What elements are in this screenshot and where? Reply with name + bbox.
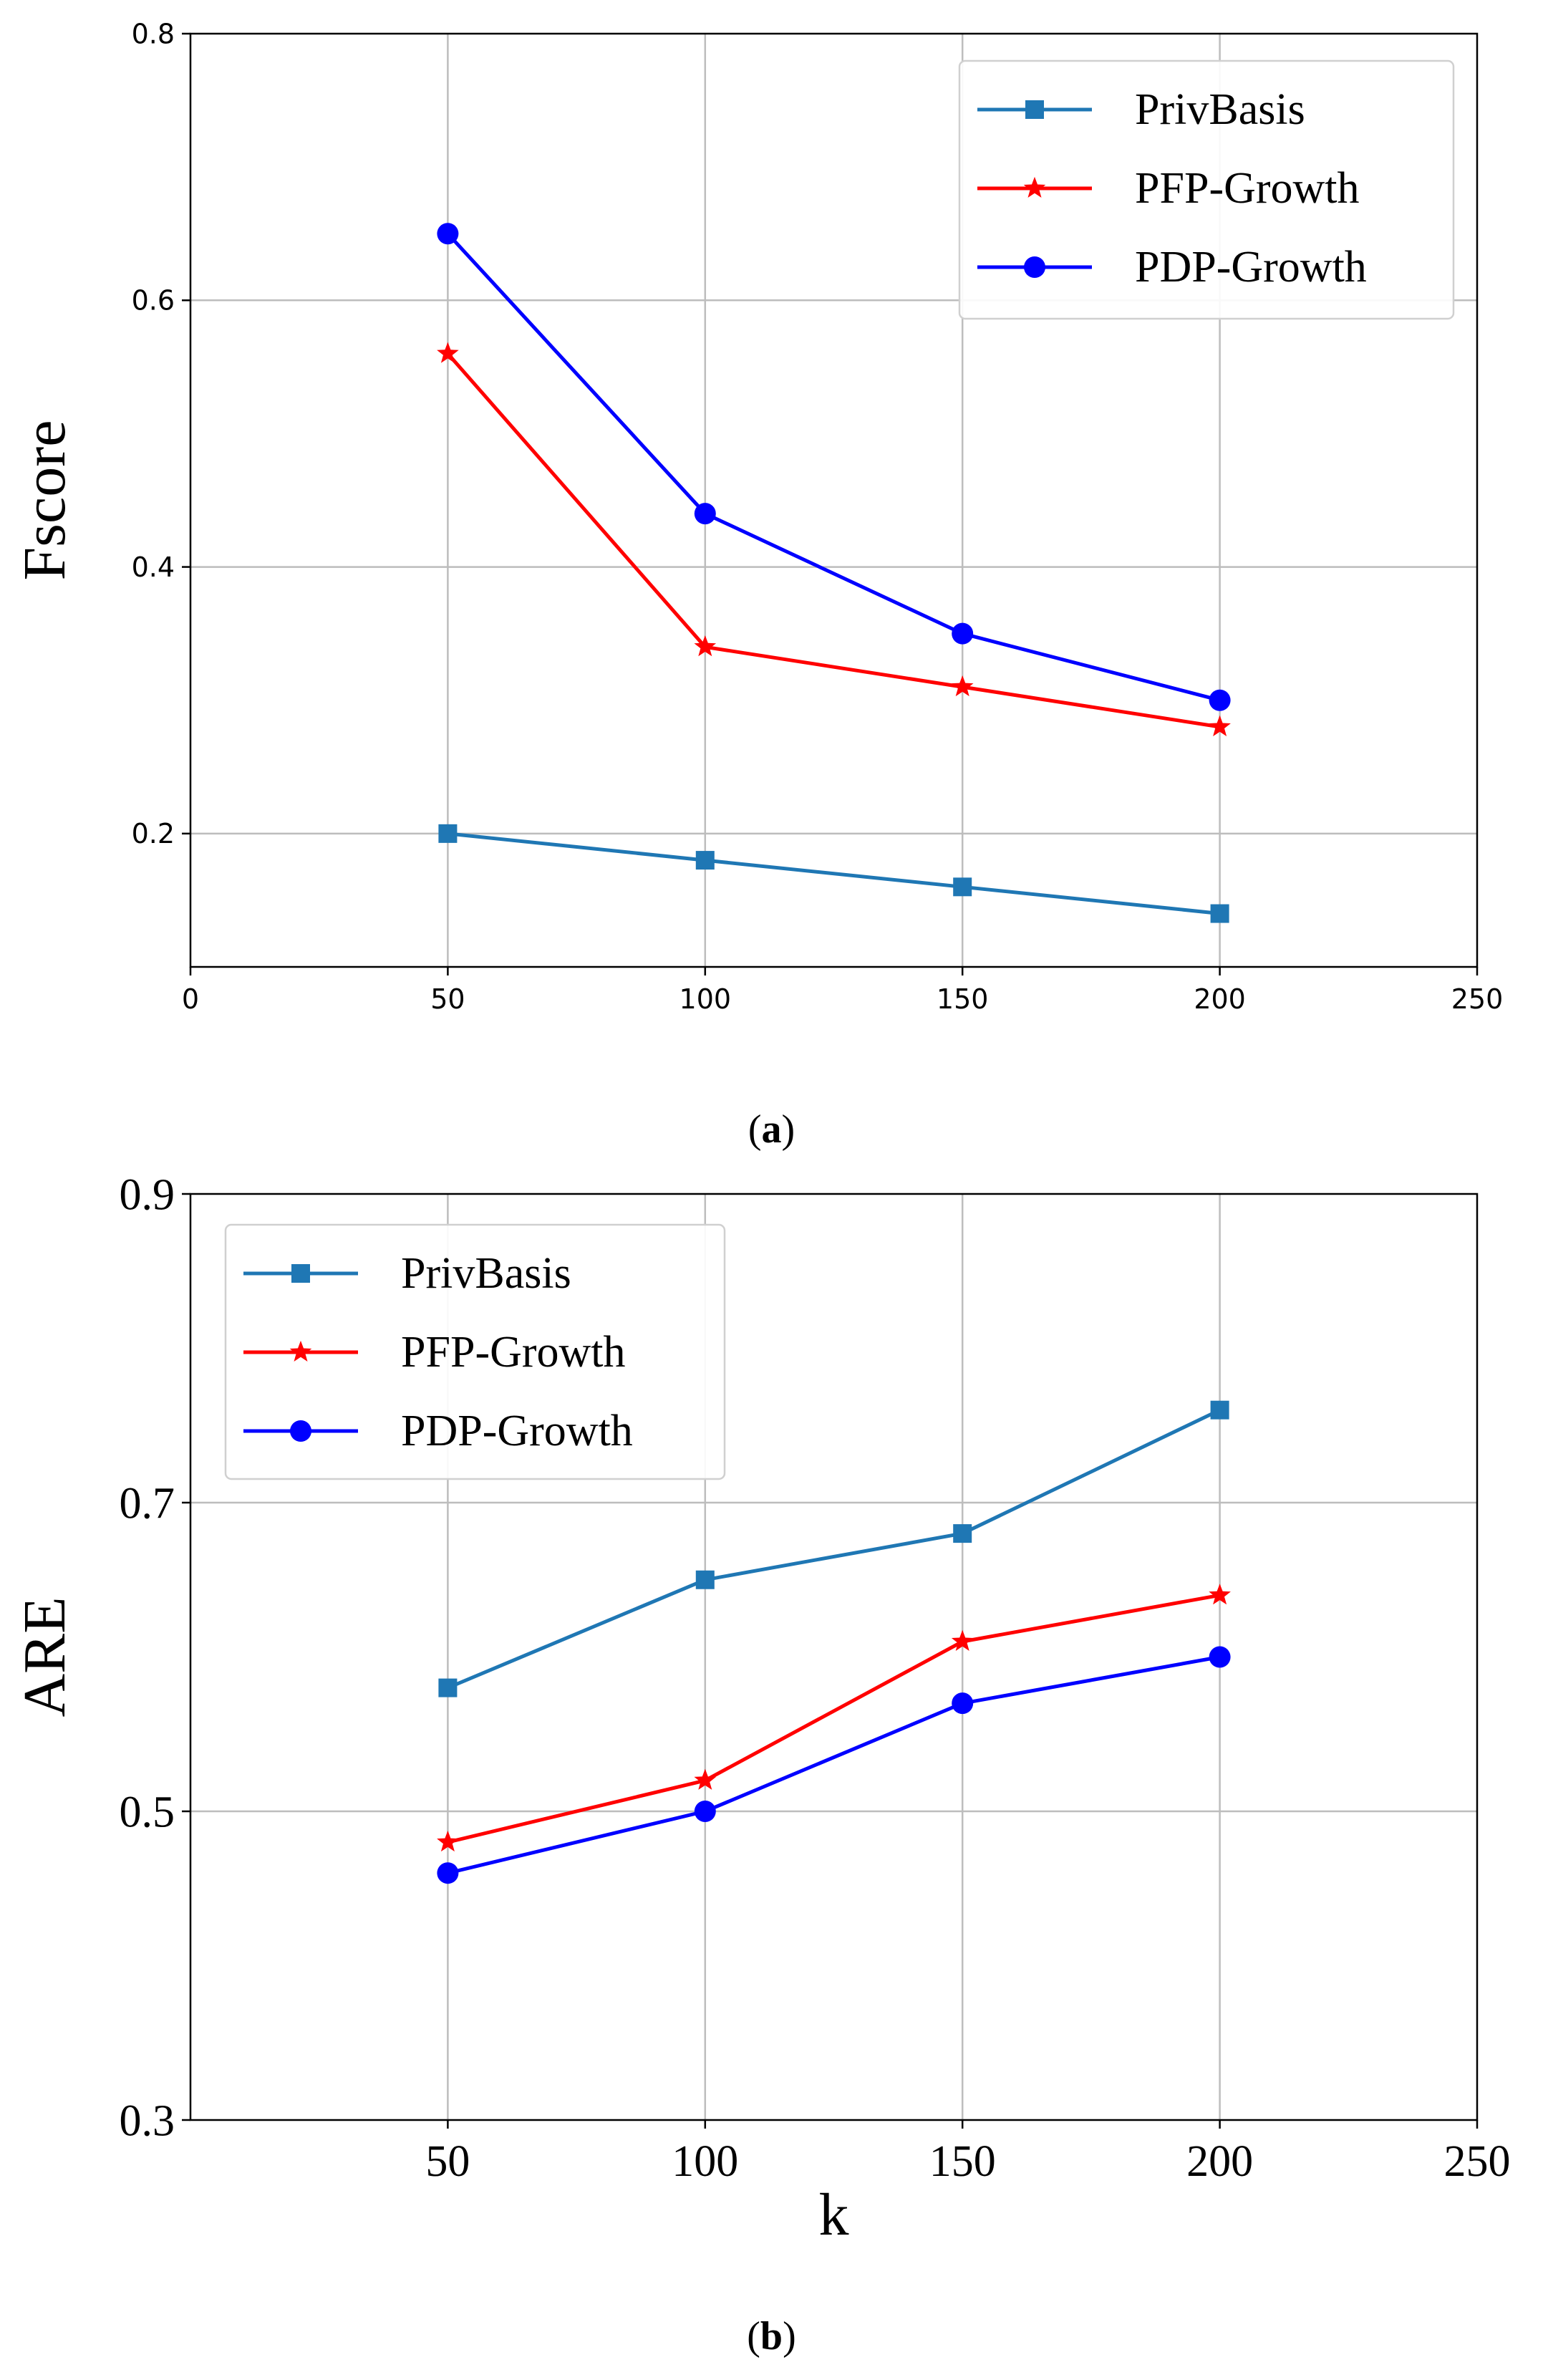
chart-b-series-2-line bbox=[447, 1655, 1221, 1875]
chart-a-series-1-line bbox=[446, 352, 1220, 729]
chart-a-legend-label-1: PFP-Growth bbox=[1135, 164, 1360, 213]
chart-a-xtick-label-5: 250 bbox=[1451, 983, 1504, 1015]
chart-b-series-2-point-1 bbox=[694, 1801, 716, 1822]
chart-a-ytick-label-3: 0.8 bbox=[132, 18, 175, 49]
chart-a-series-2-line bbox=[446, 232, 1221, 703]
chart-a-ytick-label-1: 0.4 bbox=[132, 551, 175, 583]
chart-a-series-2-point-1 bbox=[694, 503, 716, 525]
chart-a-xtick-label-3: 150 bbox=[937, 983, 989, 1015]
chart-b-series-0-point-2 bbox=[953, 1524, 972, 1543]
chart-a-legend: PrivBasis PFP-Growth PDP-Growth bbox=[958, 59, 1455, 320]
chart-a-series-1-point-1 bbox=[694, 635, 717, 657]
chart-b-ytick-label-2: 0.7 bbox=[120, 1480, 175, 1528]
chart-a-series-2 bbox=[437, 223, 1231, 711]
chart-a-ytick-label-2: 0.6 bbox=[132, 285, 175, 317]
caption-a-letter: a bbox=[761, 1107, 782, 1152]
chart-b-legend-label-1: PFP-Growth bbox=[401, 1328, 626, 1377]
caption-b-letter: b bbox=[760, 2314, 783, 2359]
chart-b-legend-label-0: PrivBasis bbox=[401, 1249, 571, 1298]
chart-a-series-1-point-2 bbox=[951, 675, 974, 697]
caption-b-open: ( bbox=[747, 2314, 760, 2359]
chart-b-legend-marker-0 bbox=[291, 1264, 310, 1283]
chart-b-legend-label-2: PDP-Growth bbox=[401, 1407, 633, 1455]
chart-a-xtick-label-4: 200 bbox=[1194, 983, 1246, 1015]
chart-a-ylabel: Fscore bbox=[11, 420, 78, 581]
chart-a-series-2-point-3 bbox=[1209, 689, 1231, 711]
chart-b-legend-marker-2 bbox=[290, 1420, 311, 1442]
chart-a-xtick-label-2: 100 bbox=[679, 983, 732, 1015]
chart-b-xlabel: k bbox=[819, 2182, 849, 2248]
chart-b-xtick-label-2: 150 bbox=[929, 2137, 996, 2186]
chart-b-xtick-label-0: 50 bbox=[425, 2137, 470, 2186]
chart-b-xtick-label-4: 250 bbox=[1444, 2137, 1511, 2186]
caption-b: (b) bbox=[0, 2313, 1543, 2359]
chart-a-series-1 bbox=[437, 342, 1231, 736]
chart-b-axes-frame bbox=[189, 1193, 1479, 2121]
chart-b-series-1 bbox=[437, 1584, 1231, 1852]
chart-b-series-1-point-2 bbox=[951, 1629, 974, 1651]
caption-a-open: ( bbox=[748, 1107, 762, 1152]
chart-a-series-2-point-2 bbox=[952, 622, 974, 645]
chart-b-legend-marker-1 bbox=[289, 1340, 312, 1362]
chart-b-series-2 bbox=[437, 1646, 1231, 1884]
chart-a-xtick-label-0: 0 bbox=[182, 983, 199, 1015]
chart-b-series-0-point-0 bbox=[438, 1678, 458, 1697]
caption-a-close: ) bbox=[781, 1107, 795, 1152]
chart-a-series-0-point-1 bbox=[695, 851, 715, 870]
caption-a: (a) bbox=[0, 1107, 1543, 1152]
chart-a-legend-label-2: PDP-Growth bbox=[1135, 243, 1367, 292]
chart-b-ytick-label-1: 0.5 bbox=[120, 1788, 175, 1837]
chart-b-xtick-label-1: 100 bbox=[672, 2137, 738, 2186]
chart-b-series-0-point-1 bbox=[695, 1570, 715, 1589]
chart-a-series-1-point-0 bbox=[437, 342, 459, 363]
chart-b-ytick-label-0: 0.3 bbox=[120, 2097, 175, 2146]
chart-a-series-0 bbox=[438, 824, 1229, 923]
chart-b-legend: PrivBasis PFP-Growth PDP-Growth bbox=[224, 1223, 726, 1480]
chart-b-series-1-line bbox=[447, 1593, 1221, 1844]
chart-a-series-1-point-3 bbox=[1209, 715, 1231, 736]
chart-a-legend-box bbox=[958, 59, 1455, 320]
chart-b-ylabel: ARE bbox=[11, 1597, 78, 1717]
chart-a-ytick-label-0: 0.2 bbox=[132, 818, 175, 849]
chart-b-xtick-label-3: 200 bbox=[1186, 2137, 1253, 2186]
caption-b-close: ) bbox=[783, 2314, 796, 2359]
chart-a-legend-marker-0 bbox=[1025, 100, 1044, 119]
chart-a-series-0-point-0 bbox=[438, 824, 458, 843]
chart-b-series-0 bbox=[438, 1400, 1229, 1697]
chart-a: 0501001502002500.20.40.60.8kFscorePrivBa… bbox=[11, 18, 1504, 1015]
chart-b-series-0-point-3 bbox=[1210, 1400, 1229, 1420]
chart-b-series-1-point-3 bbox=[1209, 1584, 1231, 1605]
chart-a-xtick-label-1: 50 bbox=[430, 983, 465, 1015]
chart-a-legend-label-0: PrivBasis bbox=[1135, 85, 1305, 134]
chart-a-legend-marker-2 bbox=[1024, 256, 1045, 278]
chart-b-series-0-line bbox=[447, 1408, 1221, 1690]
chart-a-legend-marker-1 bbox=[1023, 176, 1046, 198]
chart-a-series-0-point-3 bbox=[1210, 904, 1229, 923]
chart-b-series-1-point-0 bbox=[437, 1831, 459, 1852]
chart-b-legend-box bbox=[224, 1223, 726, 1480]
chart-a-series-0-line bbox=[448, 832, 1220, 915]
chart-b-series-2-point-3 bbox=[1209, 1646, 1231, 1668]
chart-a-series-0-point-2 bbox=[953, 877, 972, 897]
chart-b-ytick-label-3: 0.9 bbox=[120, 1171, 175, 1220]
chart-b-series-2-point-0 bbox=[437, 1862, 459, 1884]
chart-b: 50 100 150 200 2500.30.50.70.9kAREPrivBasisP… bbox=[11, 1171, 1511, 2248]
chart-b-series-1-point-1 bbox=[694, 1768, 717, 1790]
chart-a-axes-frame bbox=[189, 32, 1479, 968]
chart-b-series-2-point-2 bbox=[952, 1692, 974, 1715]
chart-a-series-2-point-0 bbox=[437, 223, 459, 245]
